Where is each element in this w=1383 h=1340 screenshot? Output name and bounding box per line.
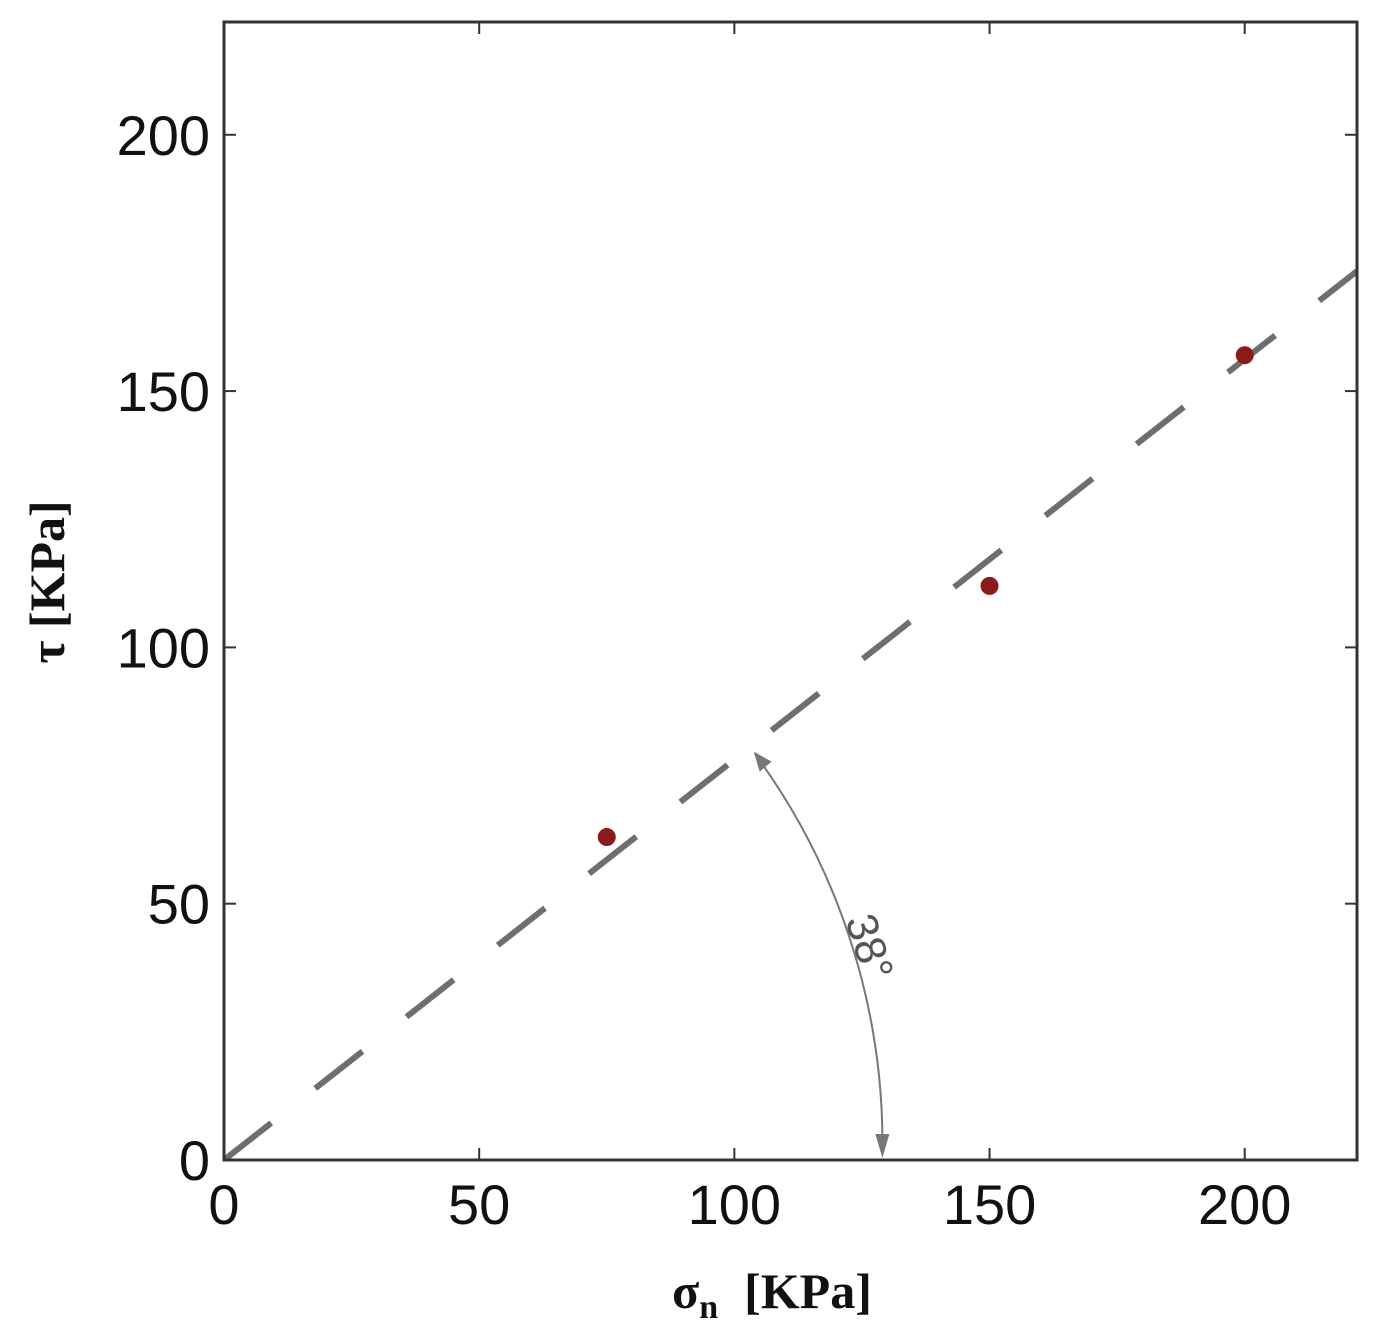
arrowhead-icon [875,1134,890,1158]
x-tick-label: 200 [1198,1173,1291,1236]
y-axis-title: τ [KPa] [19,500,75,663]
angle-label: 38° [835,908,902,986]
x-tick-label: 50 [448,1173,510,1236]
x-axis-title: σn [KPa] [672,1263,872,1326]
y-tick-label: 100 [117,616,210,679]
plot-frame [222,20,1359,1162]
data-point [1235,346,1254,365]
x-axis-title-symbol: σ [672,1263,699,1319]
dashed-fit-line [224,268,1357,1160]
data-point [597,828,616,847]
x-tick-label: 100 [688,1173,781,1236]
y-tick-label: 0 [179,1129,210,1192]
y-tick-label: 150 [117,360,210,423]
y-tick-label: 200 [117,104,210,167]
data-point [980,576,999,595]
x-axis-title-units: [KPa] [744,1263,872,1319]
x-axis-title-subscript: n [699,1289,718,1326]
x-tick-label: 150 [943,1173,1036,1236]
y-tick-label: 50 [148,873,210,936]
angle-arc [756,757,884,1155]
arrowhead-icon [753,751,772,772]
x-tick-label: 0 [208,1173,239,1236]
